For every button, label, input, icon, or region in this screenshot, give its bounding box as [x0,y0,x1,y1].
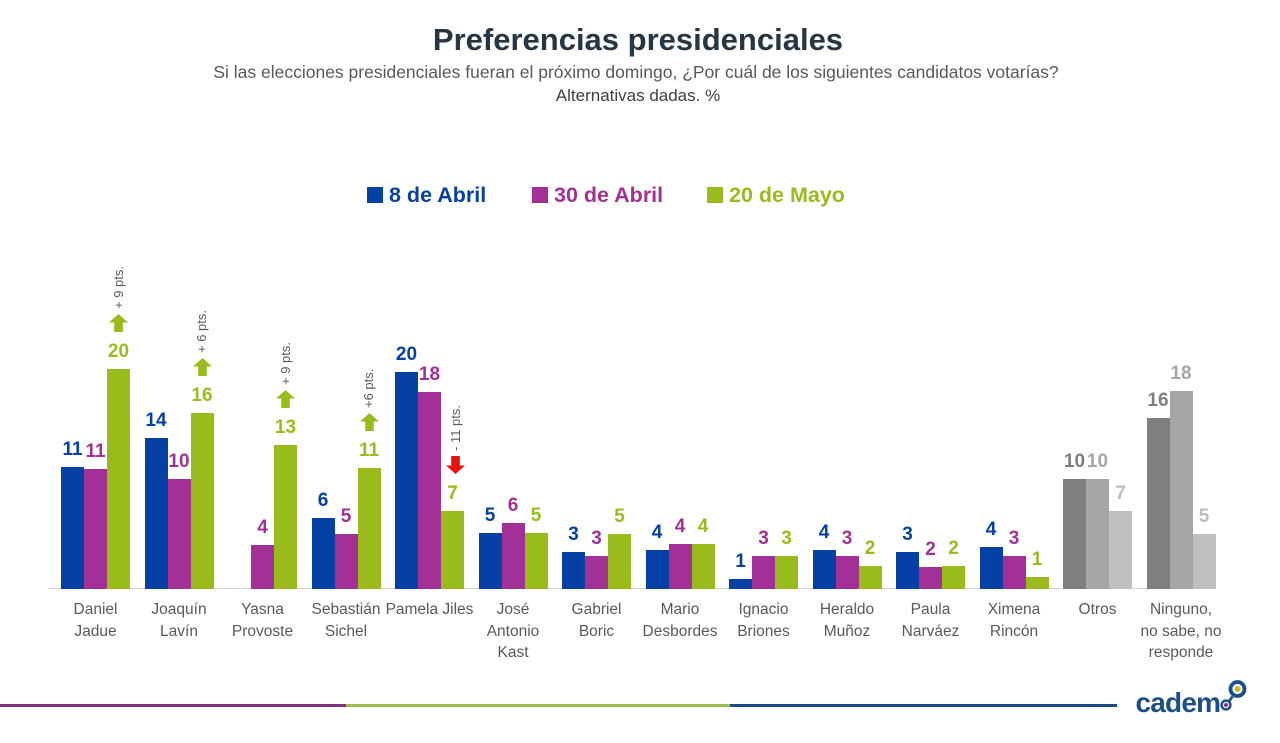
svg-text:cadem: cadem [1136,687,1221,718]
